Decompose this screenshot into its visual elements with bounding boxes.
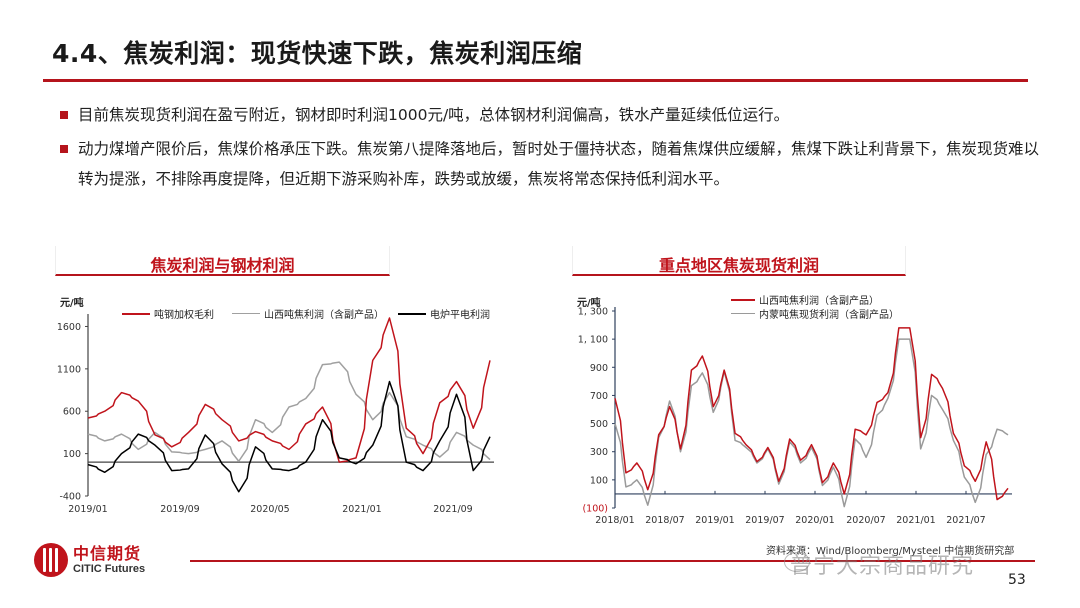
chart2-legend-item: 山西吨焦利润（含副产品）: [731, 292, 879, 307]
chart2-title-box: [572, 246, 906, 276]
svg-text:2020/01: 2020/01: [795, 515, 834, 526]
svg-text:2019/07: 2019/07: [745, 515, 784, 526]
logo-text: 中信期货 CITIC Futures: [73, 543, 146, 576]
legend-swatch-gray: [232, 313, 260, 314]
legend-label: 山西吨焦利润（含副产品）: [264, 310, 384, 321]
legend-swatch-red: [122, 312, 150, 315]
logo-en: CITIC Futures: [73, 562, 146, 575]
legend-label: 山西吨焦利润（含副产品）: [759, 296, 879, 307]
svg-text:500: 500: [590, 419, 608, 430]
page-number: 53: [1008, 572, 1026, 588]
svg-text:1100: 1100: [57, 364, 81, 375]
watermark: 普宁大宗商品研究: [790, 554, 975, 579]
svg-text:2018/01: 2018/01: [595, 515, 634, 526]
svg-text:2021/01: 2021/01: [342, 504, 381, 515]
svg-text:2021/09: 2021/09: [433, 504, 472, 515]
svg-text:2019/01: 2019/01: [695, 515, 734, 526]
wechat-icon: [784, 552, 810, 572]
bullet-item: 动力煤增产限价后，焦煤价格承压下跌。焦炭第八提降落地后，暂时处于僵持状态，随着焦…: [60, 134, 1050, 194]
chart1-title: 焦炭利润与钢材利润: [150, 256, 295, 275]
legend-swatch-gray: [731, 313, 755, 314]
citic-logo-icon: [34, 543, 68, 577]
chart1-legend-item: 山西吨焦利润（含副产品）: [232, 306, 384, 321]
title-divider: [43, 79, 1028, 82]
chart2-title: 重点地区焦炭现货利润: [658, 256, 819, 275]
svg-text:2021/01: 2021/01: [896, 515, 935, 526]
svg-text:700: 700: [590, 391, 608, 402]
chart1-title-box: [55, 246, 390, 276]
chart1-y-unit: 元/吨: [60, 298, 84, 309]
svg-text:1, 300: 1, 300: [578, 307, 608, 318]
page-title: 4.4、焦炭利润：现货快速下跌，焦炭利润压缩: [52, 39, 583, 68]
svg-text:900: 900: [590, 363, 608, 374]
square-bullet-icon: [60, 111, 68, 119]
svg-text:2020/07: 2020/07: [846, 515, 885, 526]
svg-text:2019/01: 2019/01: [68, 504, 107, 515]
legend-label: 电炉平电利润: [430, 310, 490, 321]
chart1-legend-item: 电炉平电利润: [398, 306, 490, 321]
svg-text:100: 100: [63, 449, 81, 460]
svg-text:2020/05: 2020/05: [250, 504, 289, 515]
square-bullet-icon: [60, 145, 68, 153]
bullet-item: 目前焦炭现货利润在盈亏附近，钢材即时利润1000元/吨，总体钢材利润偏高，铁水产…: [60, 100, 1050, 130]
legend-swatch-red: [731, 298, 755, 301]
svg-text:1600: 1600: [57, 322, 81, 333]
svg-text:2019/09: 2019/09: [160, 504, 199, 515]
svg-text:2018/07: 2018/07: [645, 515, 684, 526]
legend-label: 内蒙吨焦现货利润（含副产品）: [759, 310, 899, 321]
citic-logo: 中信期货 CITIC Futures: [34, 543, 145, 577]
svg-text:600: 600: [63, 407, 81, 418]
bullet-list: 目前焦炭现货利润在盈亏附近，钢材即时利润1000元/吨，总体钢材利润偏高，铁水产…: [60, 100, 1050, 198]
chart1-legend-item: 吨钢加权毛利: [122, 306, 214, 321]
source-note: 资料来源：Wind/Bloomberg/Mysteel 中信期货研究部: [766, 546, 1015, 557]
svg-text:300: 300: [590, 447, 608, 458]
svg-text:(100): (100): [582, 504, 608, 515]
svg-text:2021/07: 2021/07: [946, 515, 985, 526]
svg-text:100: 100: [590, 475, 608, 486]
svg-text:-400: -400: [59, 492, 81, 503]
bullet-text: 动力煤增产限价后，焦煤价格承压下跌。焦炭第八提降落地后，暂时处于僵持状态，随着焦…: [78, 140, 1040, 188]
legend-swatch-black: [398, 312, 426, 315]
bullet-text: 目前焦炭现货利润在盈亏附近，钢材即时利润1000元/吨，总体钢材利润偏高，铁水产…: [78, 106, 790, 124]
chart2-y-unit: 元/吨: [577, 298, 601, 309]
chart2-legend-item: 内蒙吨焦现货利润（含副产品）: [731, 306, 899, 321]
svg-text:1, 100: 1, 100: [578, 335, 608, 346]
footer-divider: [190, 560, 1035, 562]
logo-cn: 中信期货: [73, 543, 142, 563]
legend-label: 吨钢加权毛利: [154, 310, 214, 321]
